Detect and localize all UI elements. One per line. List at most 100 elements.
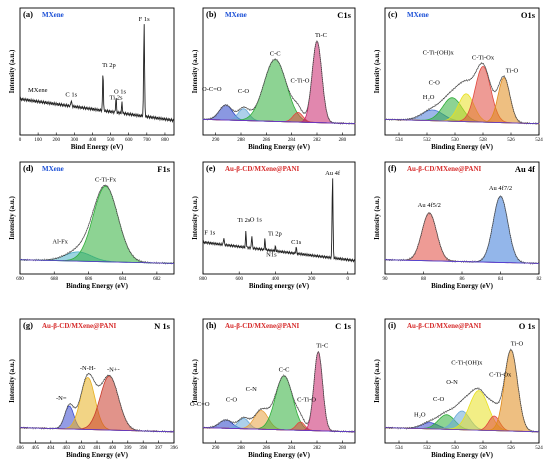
panel-title: Au-β-CD/MXene@PANI xyxy=(407,322,482,330)
x-tick-label: 688 xyxy=(50,277,58,282)
survey-spectrum-line xyxy=(202,178,356,263)
core-level-label: F1s xyxy=(157,164,170,174)
x-tick-label: 300 xyxy=(71,138,79,143)
y-axis-label: Intensity (a.u.) xyxy=(191,49,199,93)
peak-label: Ti 2s xyxy=(110,95,123,102)
component-label: C-C xyxy=(279,367,290,374)
x-tick-label: 402 xyxy=(78,446,86,451)
background-baseline xyxy=(202,427,356,433)
x-tick-label: 284 xyxy=(288,138,296,143)
raw-data-trace xyxy=(384,195,540,266)
component-label: Ti-C xyxy=(315,32,327,39)
x-tick-label: 528 xyxy=(479,446,487,451)
x-tick-label: 399 xyxy=(124,446,132,451)
plot-frame xyxy=(202,161,356,275)
survey-spectrum-line xyxy=(19,24,175,123)
y-axis-label: Intensity (a.u.) xyxy=(8,358,16,402)
component-label: Ti-C xyxy=(316,343,328,350)
x-tick-label: 282 xyxy=(313,446,321,451)
x-tick-label: 0 xyxy=(347,277,350,282)
panel-title: Au-β-CD/MXene@PANI xyxy=(407,165,482,173)
panel-d: (d) MXene F1s 690 688 686 684 682 Binding Energy… xyxy=(8,161,175,290)
component-label: C-Ti-Ox xyxy=(472,55,495,62)
core-level-label: C1s xyxy=(337,10,351,20)
peak-label: F 1s xyxy=(204,229,215,236)
peak-label: Ti 2p xyxy=(102,62,116,69)
component-label: Au 4f7/2 xyxy=(489,185,512,192)
background-baseline xyxy=(202,118,356,125)
y-axis-label: Intensity (a.u.) xyxy=(8,195,16,239)
x-axis-label: Binding Energy (eV) xyxy=(66,282,129,290)
panel-label: (g) xyxy=(23,320,33,330)
x-tick-label: 686 xyxy=(85,277,93,282)
x-axis-label: Bind Energy (eV) xyxy=(71,143,124,151)
x-tick-label: 500 xyxy=(107,138,115,143)
background-baseline xyxy=(384,427,540,433)
component-label: C-O xyxy=(433,396,445,403)
x-tick-label: 534 xyxy=(395,446,403,451)
core-level-label: O1s xyxy=(521,10,536,20)
core-level-label: O 1s xyxy=(519,321,536,331)
component-label: O-C=O xyxy=(202,86,222,93)
x-tick-label: 532 xyxy=(423,138,431,143)
x-tick-label: 526 xyxy=(507,138,515,143)
x-tick-label: 800 xyxy=(199,277,207,282)
x-tick-label: 290 xyxy=(212,138,220,143)
x-tick-label: 534 xyxy=(395,138,403,143)
raw-data-trace xyxy=(202,39,356,126)
component-label: C-Ti-(OH)x xyxy=(423,50,455,57)
x-tick-label: 0 xyxy=(19,138,22,143)
component-label: -N+- xyxy=(107,366,120,373)
component-label: Al-Fx xyxy=(52,238,68,245)
x-tick-label: 288 xyxy=(237,138,245,143)
x-tick-label: 282 xyxy=(313,138,321,143)
envelope-fit xyxy=(384,349,539,433)
x-tick-label: 286 xyxy=(263,138,271,143)
x-tick-label: 600 xyxy=(235,277,243,282)
y-axis-label: Intensity (a.u.) xyxy=(373,49,381,93)
x-tick-label: 284 xyxy=(288,446,296,451)
peak-label: N1s xyxy=(266,251,277,258)
x-tick-label: 100 xyxy=(34,138,42,143)
panel-label: (e) xyxy=(206,163,216,173)
panel-f: (f) Au-β-CD/MXene@PANI Au 4f 90 88 86 84 82 Bind… xyxy=(373,161,543,290)
plot-frame xyxy=(202,7,356,136)
x-tick-label: 530 xyxy=(451,138,459,143)
background-baseline xyxy=(19,427,175,433)
component-label: C-O xyxy=(238,88,250,95)
peak-label: O 1s xyxy=(114,88,127,95)
component-label: C-Ti-O xyxy=(297,396,316,403)
core-level-label: Au 4f xyxy=(515,164,535,174)
x-axis-label: Binding Energy (eV) xyxy=(431,451,494,459)
y-axis-label: Intensity (a.u.) xyxy=(373,195,381,239)
peak-label: O 1s xyxy=(250,216,263,223)
series-label: MXene xyxy=(28,87,48,94)
component-label: H₂O xyxy=(414,412,426,419)
peak-label: C 1s xyxy=(65,92,77,99)
panel-g: (g) Au-β-CD/MXene@PANI N 1s 406 405 404 403 402… xyxy=(8,318,178,459)
panel-label: (f) xyxy=(388,163,397,173)
x-tick-label: 280 xyxy=(339,446,347,451)
y-axis-label: Intensity (a.u.) xyxy=(191,195,199,239)
panel-label: (c) xyxy=(388,9,398,19)
component-label: Ti-O xyxy=(511,341,524,348)
x-tick-label: 400 xyxy=(272,277,280,282)
background-baseline xyxy=(384,118,540,125)
core-level-label: N 1s xyxy=(154,321,171,331)
component-label: C-N xyxy=(246,386,258,393)
panel-e: (e) Au-β-CD/MXene@PANI 800 600 400 200 0 Bindin… xyxy=(191,161,356,290)
x-axis-label: Binding Energy (eV) xyxy=(431,143,494,151)
panel-label: (a) xyxy=(23,9,33,19)
panel-b: (b) MXene C1s 290 288 286 284 282 280 Binding Ene… xyxy=(191,7,356,151)
x-tick-label: 532 xyxy=(423,446,431,451)
panel-h: (h) Au-β-CD/MXene@PANI C 1s 290 288 286 284 282… xyxy=(190,318,356,459)
x-tick-label: 290 xyxy=(212,446,220,451)
x-tick-label: 82 xyxy=(537,277,543,282)
x-tick-label: 404 xyxy=(47,446,55,451)
peak-label: F 1s xyxy=(139,16,150,23)
panel-a: (a) MXene 800 700 600 500 400 300 200 100 0 Bind En… xyxy=(8,7,175,151)
x-tick-label: 800 xyxy=(161,138,169,143)
x-tick-label: 88 xyxy=(421,277,427,282)
component-label: C-O xyxy=(226,396,238,403)
panel-label: (h) xyxy=(206,320,217,330)
